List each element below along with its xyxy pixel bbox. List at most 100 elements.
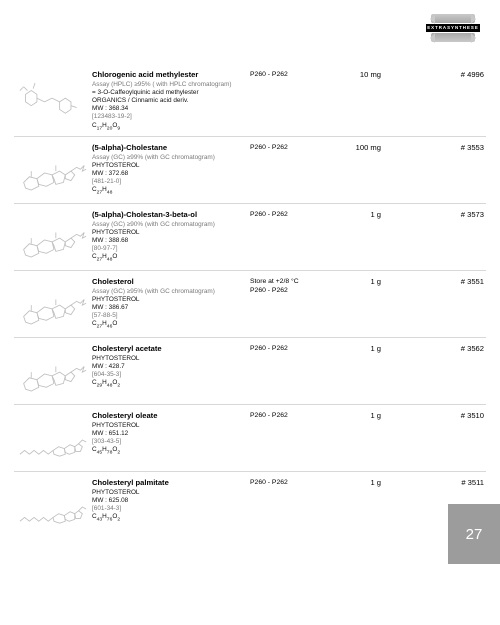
product-assay: Assay (HPLC) ≥95% ( with HPLC chromatogr…	[92, 81, 250, 89]
product-ref-number: # 3551	[387, 277, 486, 331]
molecule-structure-icon	[14, 143, 92, 197]
product-category: PHYTOSTEROL	[92, 422, 250, 430]
product-cas: [57-88-5]	[92, 312, 250, 320]
product-info: (5-alpha)-Cholestan-3-beta-olAssay (GC) …	[92, 210, 486, 264]
product-category: PHYTOSTEROL	[92, 162, 250, 170]
product-entry: Chlorogenic acid methylesterAssay (HPLC)…	[14, 64, 486, 137]
product-entry: Cholesteryl oleatePHYTOSTEROLMW : 651.12…	[14, 405, 486, 472]
product-ref-number: # 3553	[387, 143, 486, 197]
product-ref-number: # 3562	[387, 344, 486, 398]
molecule-structure-icon	[14, 411, 92, 465]
product-info: Cholesteryl acetatePHYTOSTEROLMW : 428.7…	[92, 344, 486, 398]
product-details: CholesterolAssay (GC) ≥95% (with GC chro…	[92, 277, 250, 331]
product-page-ref: P260 - P262	[250, 143, 332, 197]
product-amount: 1 g	[332, 344, 387, 398]
product-title: Cholesterol	[92, 277, 250, 287]
product-assay: Assay (GC) ≥95% (with GC chromatogram)	[92, 288, 250, 296]
page-number-tab: 27	[448, 504, 500, 564]
product-entry: (5-alpha)-Cholestan-3-beta-olAssay (GC) …	[14, 204, 486, 271]
page-ref-text: P260 - P262	[250, 287, 332, 296]
storage-note: Store at +2/8 °C	[250, 278, 332, 287]
product-title: Cholesteryl oleate	[92, 411, 250, 421]
product-title: Cholesteryl palmitate	[92, 478, 250, 488]
product-mw: MW : 651.12	[92, 430, 250, 438]
product-details: Cholesteryl palmitatePHYTOSTEROLMW : 625…	[92, 478, 250, 532]
product-info: CholesterolAssay (GC) ≥95% (with GC chro…	[92, 277, 486, 331]
product-mw: MW : 388.68	[92, 237, 250, 245]
product-cas: [481-21-0]	[92, 178, 250, 186]
product-mw: MW : 386.67	[92, 304, 250, 312]
product-page-ref: P260 - P262	[250, 478, 332, 532]
product-title: (5-alpha)-Cholestan-3-beta-ol	[92, 210, 250, 220]
product-entry: (5-alpha)-CholestaneAssay (GC) ≥99% (wit…	[14, 137, 486, 204]
product-cas: [601-34-3]	[92, 505, 250, 513]
product-alt-name: = 3-O-Caffeoylquinic acid methylester	[92, 89, 250, 97]
product-cas: [303-43-5]	[92, 438, 250, 446]
product-details: Chlorogenic acid methylesterAssay (HPLC)…	[92, 70, 250, 130]
product-info: Cholesteryl palmitatePHYTOSTEROLMW : 625…	[92, 478, 486, 532]
product-amount: 1 g	[332, 277, 387, 331]
product-cas: [604-35-3]	[92, 371, 250, 379]
product-info: (5-alpha)-CholestaneAssay (GC) ≥99% (wit…	[92, 143, 486, 197]
logo-text: EXTRASYNTHESE	[426, 24, 480, 32]
product-entry: CholesterolAssay (GC) ≥95% (with GC chro…	[14, 271, 486, 338]
logo-shape-bottom	[431, 33, 475, 42]
product-category: PHYTOSTEROL	[92, 296, 250, 304]
page-ref-text: P260 - P262	[250, 211, 332, 220]
product-entry: Cholesteryl acetatePHYTOSTEROLMW : 428.7…	[14, 338, 486, 405]
product-assay: Assay (GC) ≥90% (with GC chromatogram)	[92, 221, 250, 229]
product-amount: 1 g	[332, 411, 387, 465]
product-list: Chlorogenic acid methylesterAssay (HPLC)…	[14, 64, 486, 538]
product-formula: C17H20O9	[92, 122, 250, 130]
page-ref-text: P260 - P262	[250, 345, 332, 354]
molecule-structure-icon	[14, 478, 92, 532]
product-category: ORGANICS / Cinnamic acid deriv.	[92, 97, 250, 105]
product-cas: [123483-19-2]	[92, 113, 250, 121]
product-entry: Cholesteryl palmitatePHYTOSTEROLMW : 625…	[14, 472, 486, 538]
product-formula: C29H48O2	[92, 379, 250, 387]
product-details: (5-alpha)-CholestaneAssay (GC) ≥99% (wit…	[92, 143, 250, 197]
product-assay: Assay (GC) ≥99% (with GC chromatogram)	[92, 154, 250, 162]
product-mw: MW : 372.68	[92, 170, 250, 178]
page-ref-text: P260 - P262	[250, 412, 332, 421]
molecule-structure-icon	[14, 344, 92, 398]
product-ref-number: # 3510	[387, 411, 486, 465]
product-title: Chlorogenic acid methylester	[92, 70, 250, 80]
product-page-ref: P260 - P262	[250, 70, 332, 130]
product-page-ref: P260 - P262	[250, 411, 332, 465]
product-formula: C43H76O2	[92, 513, 250, 521]
product-details: Cholesteryl acetatePHYTOSTEROLMW : 428.7…	[92, 344, 250, 398]
brand-logo: EXTRASYNTHESE	[426, 14, 480, 42]
product-formula: C45H78O2	[92, 446, 250, 454]
page-ref-text: P260 - P262	[250, 144, 332, 153]
product-title: (5-alpha)-Cholestane	[92, 143, 250, 153]
page-ref-text: P260 - P262	[250, 479, 332, 488]
product-info: Chlorogenic acid methylesterAssay (HPLC)…	[92, 70, 486, 130]
product-title: Cholesteryl acetate	[92, 344, 250, 354]
product-mw: MW : 368.34	[92, 105, 250, 113]
product-page-ref: P260 - P262	[250, 210, 332, 264]
product-category: PHYTOSTEROL	[92, 229, 250, 237]
product-ref-number: # 4996	[387, 70, 486, 130]
product-page-ref: Store at +2/8 °CP260 - P262	[250, 277, 332, 331]
product-category: PHYTOSTEROL	[92, 355, 250, 363]
product-amount: 100 mg	[332, 143, 387, 197]
product-details: (5-alpha)-Cholestan-3-beta-olAssay (GC) …	[92, 210, 250, 264]
product-formula: C27H48O	[92, 253, 250, 261]
product-info: Cholesteryl oleatePHYTOSTEROLMW : 651.12…	[92, 411, 486, 465]
logo-shape-top	[431, 14, 475, 23]
molecule-structure-icon	[14, 277, 92, 331]
molecule-structure-icon	[14, 70, 92, 130]
product-page-ref: P260 - P262	[250, 344, 332, 398]
product-mw: MW : 625.08	[92, 497, 250, 505]
product-mw: MW : 428.7	[92, 363, 250, 371]
product-amount: 10 mg	[332, 70, 387, 130]
page-ref-text: P260 - P262	[250, 71, 332, 80]
product-details: Cholesteryl oleatePHYTOSTEROLMW : 651.12…	[92, 411, 250, 465]
product-amount: 1 g	[332, 478, 387, 532]
product-formula: C27H46O	[92, 320, 250, 328]
product-ref-number: # 3573	[387, 210, 486, 264]
molecule-structure-icon	[14, 210, 92, 264]
product-amount: 1 g	[332, 210, 387, 264]
product-category: PHYTOSTEROL	[92, 489, 250, 497]
